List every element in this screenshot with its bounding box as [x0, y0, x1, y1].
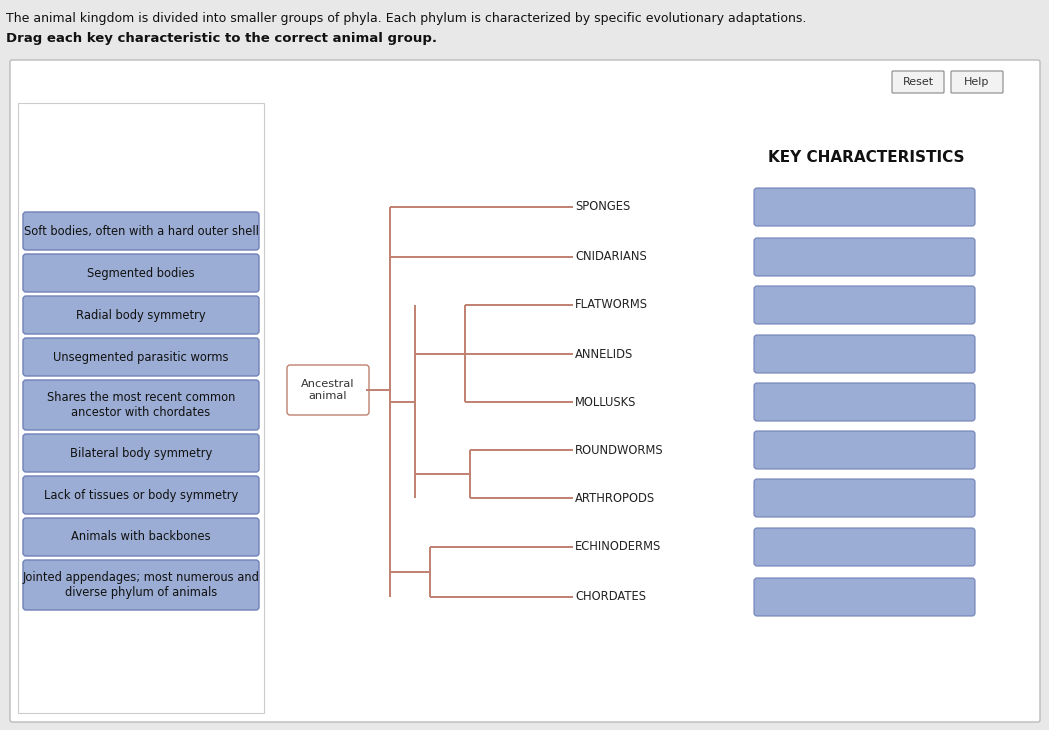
FancyBboxPatch shape — [754, 528, 975, 566]
Text: ROUNDWORMS: ROUNDWORMS — [575, 444, 664, 456]
FancyBboxPatch shape — [23, 296, 259, 334]
Text: Drag each key characteristic to the correct animal group.: Drag each key characteristic to the corr… — [6, 32, 437, 45]
Text: CNIDARIANS: CNIDARIANS — [575, 250, 647, 264]
Bar — [18, 103, 264, 713]
Text: KEY CHARACTERISTICS: KEY CHARACTERISTICS — [768, 150, 964, 166]
Text: The animal kingdom is divided into smaller groups of phyla. Each phylum is chara: The animal kingdom is divided into small… — [6, 12, 807, 25]
Text: Help: Help — [964, 77, 989, 87]
FancyBboxPatch shape — [754, 188, 975, 226]
FancyBboxPatch shape — [754, 431, 975, 469]
FancyBboxPatch shape — [23, 380, 259, 430]
FancyBboxPatch shape — [287, 365, 369, 415]
FancyBboxPatch shape — [754, 286, 975, 324]
Text: CHORDATES: CHORDATES — [575, 591, 646, 604]
FancyBboxPatch shape — [23, 476, 259, 514]
FancyBboxPatch shape — [754, 578, 975, 616]
FancyBboxPatch shape — [23, 212, 259, 250]
FancyBboxPatch shape — [754, 383, 975, 421]
FancyBboxPatch shape — [951, 71, 1003, 93]
Text: ANNELIDS: ANNELIDS — [575, 347, 634, 361]
FancyBboxPatch shape — [23, 560, 259, 610]
Text: Soft bodies, often with a hard outer shell: Soft bodies, often with a hard outer she… — [23, 225, 258, 237]
FancyBboxPatch shape — [23, 518, 259, 556]
Text: Bilateral body symmetry: Bilateral body symmetry — [70, 447, 212, 459]
Text: Unsegmented parasitic worms: Unsegmented parasitic worms — [53, 350, 229, 364]
Text: MOLLUSKS: MOLLUSKS — [575, 396, 637, 409]
FancyBboxPatch shape — [754, 238, 975, 276]
FancyBboxPatch shape — [892, 71, 944, 93]
Text: FLATWORMS: FLATWORMS — [575, 299, 648, 312]
Text: Jointed appendages; most numerous and
diverse phylum of animals: Jointed appendages; most numerous and di… — [23, 571, 259, 599]
FancyBboxPatch shape — [10, 60, 1040, 722]
Text: Radial body symmetry: Radial body symmetry — [77, 309, 206, 321]
Text: Ancestral
animal: Ancestral animal — [301, 379, 355, 401]
FancyBboxPatch shape — [23, 434, 259, 472]
Text: Reset: Reset — [902, 77, 934, 87]
Text: Animals with backbones: Animals with backbones — [71, 531, 211, 544]
FancyBboxPatch shape — [754, 335, 975, 373]
Text: Lack of tissues or body symmetry: Lack of tissues or body symmetry — [44, 488, 238, 502]
Text: ECHINODERMS: ECHINODERMS — [575, 540, 661, 553]
FancyBboxPatch shape — [23, 254, 259, 292]
Text: Segmented bodies: Segmented bodies — [87, 266, 195, 280]
FancyBboxPatch shape — [754, 479, 975, 517]
FancyBboxPatch shape — [23, 338, 259, 376]
Text: Shares the most recent common
ancestor with chordates: Shares the most recent common ancestor w… — [47, 391, 235, 419]
Text: SPONGES: SPONGES — [575, 201, 630, 213]
Text: ARTHROPODS: ARTHROPODS — [575, 491, 656, 504]
